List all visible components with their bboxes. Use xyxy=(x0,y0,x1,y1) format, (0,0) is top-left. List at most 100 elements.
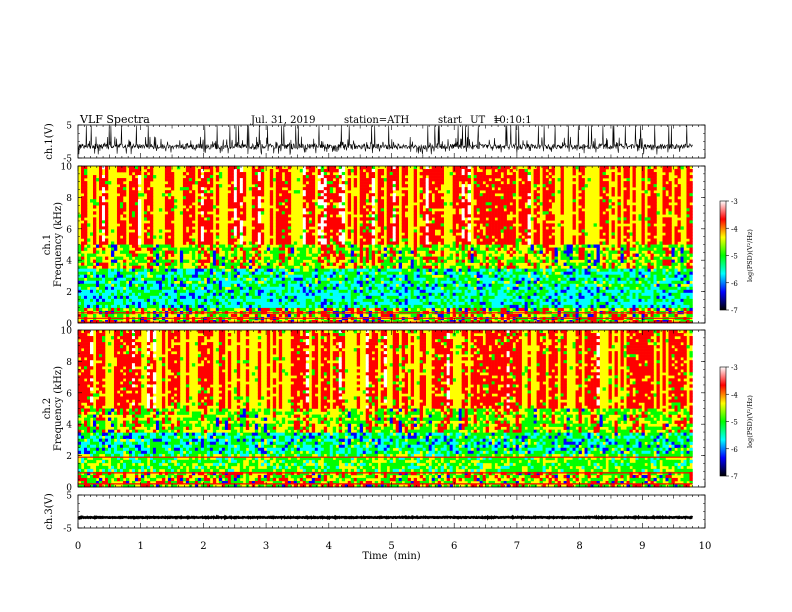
spectrogram-cell xyxy=(425,283,429,288)
spectrogram-cell xyxy=(482,184,486,188)
spectrogram-cell xyxy=(335,190,340,194)
spectrogram-cell xyxy=(413,199,417,203)
spectrogram-cell xyxy=(407,277,412,282)
spectrogram-cell xyxy=(404,190,409,194)
spectrogram-cell xyxy=(461,283,465,288)
spectrogram-cell xyxy=(143,232,148,236)
spectrogram-cell xyxy=(491,166,495,170)
spectrogram-cell xyxy=(434,286,438,291)
spectrogram-cell xyxy=(92,271,97,275)
spectrogram-cell xyxy=(374,277,379,282)
spectrogram-cell xyxy=(182,307,187,312)
spectrogram-cell xyxy=(125,298,130,303)
spectrogram-cell xyxy=(491,295,495,300)
spectrogram-cell xyxy=(386,244,391,248)
spectrogram-cell xyxy=(239,193,244,197)
spectrogram-cell xyxy=(188,169,193,173)
spectrogram-cell xyxy=(206,268,211,272)
spectrogram-cell xyxy=(281,241,286,245)
spectrogram-cell xyxy=(92,292,97,297)
spectrogram-cell xyxy=(182,220,187,224)
spectrogram-cell xyxy=(341,250,346,254)
spectrogram-cell xyxy=(167,298,172,303)
spectrogram-cell xyxy=(467,238,471,242)
spectrogram-cell xyxy=(350,313,355,318)
spectrogram-cell xyxy=(302,187,307,191)
spectrogram-cell xyxy=(128,211,133,215)
spectrogram-cell xyxy=(191,274,196,279)
spectrogram-cell xyxy=(485,298,489,303)
spectrogram-cell xyxy=(78,274,82,279)
spectrogram-cell xyxy=(392,181,397,185)
spectrogram-cell xyxy=(245,268,250,272)
spectrogram-cell xyxy=(419,193,423,197)
spectrogram-cell xyxy=(203,268,208,272)
spectrogram-cell xyxy=(368,193,373,197)
spectrogram-cell xyxy=(473,289,477,294)
spectrogram-cell xyxy=(215,247,220,251)
spectrogram-cell xyxy=(269,178,274,182)
spectrogram-cell xyxy=(227,232,232,236)
spectrogram-cell xyxy=(482,280,486,285)
spectrogram-cell xyxy=(81,244,85,248)
spectrogram-cell xyxy=(437,178,441,182)
spectrogram-cell xyxy=(359,241,364,245)
spectrogram-cell xyxy=(383,283,388,288)
spectrogram-cell xyxy=(401,211,406,215)
spectrogram-cell xyxy=(425,244,429,248)
spectrogram-cell xyxy=(95,295,100,300)
spectrogram-cell xyxy=(81,280,85,285)
spectrogram-cell xyxy=(482,286,486,291)
spectrogram-cell xyxy=(218,304,223,309)
spectrogram-cell xyxy=(281,253,286,257)
spectrogram-cell xyxy=(242,274,247,279)
spectrogram-cell xyxy=(164,172,169,176)
spectrogram-cell xyxy=(98,223,103,227)
spectrogram-cell xyxy=(464,190,468,194)
spectrogram-cell xyxy=(194,265,199,269)
spectrogram-cell xyxy=(182,193,187,197)
spectrogram-cell xyxy=(272,253,277,257)
spectrogram-cell xyxy=(149,262,154,266)
spectrogram-cell xyxy=(431,226,435,230)
spectrogram-cell xyxy=(200,301,205,306)
spectrogram-cell xyxy=(449,247,453,251)
spectrogram-cell xyxy=(236,172,241,176)
spectrogram-cell xyxy=(119,274,124,279)
spectrogram-cell xyxy=(254,208,259,212)
spectrogram-cell xyxy=(81,166,85,170)
spectrogram-cell xyxy=(428,286,432,291)
spectrogram-cell xyxy=(266,274,271,279)
spectrogram-cell xyxy=(302,178,307,182)
spectrogram-cell xyxy=(98,271,103,275)
spectrogram-cell xyxy=(434,259,438,263)
spectrogram-cell xyxy=(392,253,397,257)
spectrogram-cell xyxy=(296,283,301,288)
spectrogram-cell xyxy=(167,262,172,266)
spectrogram-cell xyxy=(203,292,208,297)
spectrogram-cell xyxy=(368,289,373,294)
spectrogram-cell xyxy=(455,304,459,309)
spectrogram-cell xyxy=(362,166,367,170)
spectrogram-cell xyxy=(422,304,426,309)
spectrogram-cell xyxy=(308,301,313,306)
spectrogram-cell xyxy=(287,223,292,227)
spectrogram-cell xyxy=(317,169,322,173)
spectrogram-cell xyxy=(395,214,400,218)
spectrogram-cell xyxy=(278,208,283,212)
spectrogram-cell xyxy=(146,265,151,269)
spectrogram-cell xyxy=(83,220,88,224)
spectrogram-cell xyxy=(101,187,106,191)
spectrogram-cell xyxy=(197,196,202,200)
spectrogram-cell xyxy=(431,283,435,288)
spectrogram-cell xyxy=(335,295,340,300)
spectrogram-cell xyxy=(329,181,334,185)
spectrogram-cell xyxy=(434,262,438,266)
spectrogram-cell xyxy=(311,169,316,173)
spectrogram-cell xyxy=(167,280,172,285)
spectrogram-cell xyxy=(149,223,154,227)
spectrogram-cell xyxy=(347,271,352,275)
spectrogram-cell xyxy=(323,214,328,218)
spectrogram-cell xyxy=(92,268,97,272)
spectrogram-cell xyxy=(191,175,196,179)
